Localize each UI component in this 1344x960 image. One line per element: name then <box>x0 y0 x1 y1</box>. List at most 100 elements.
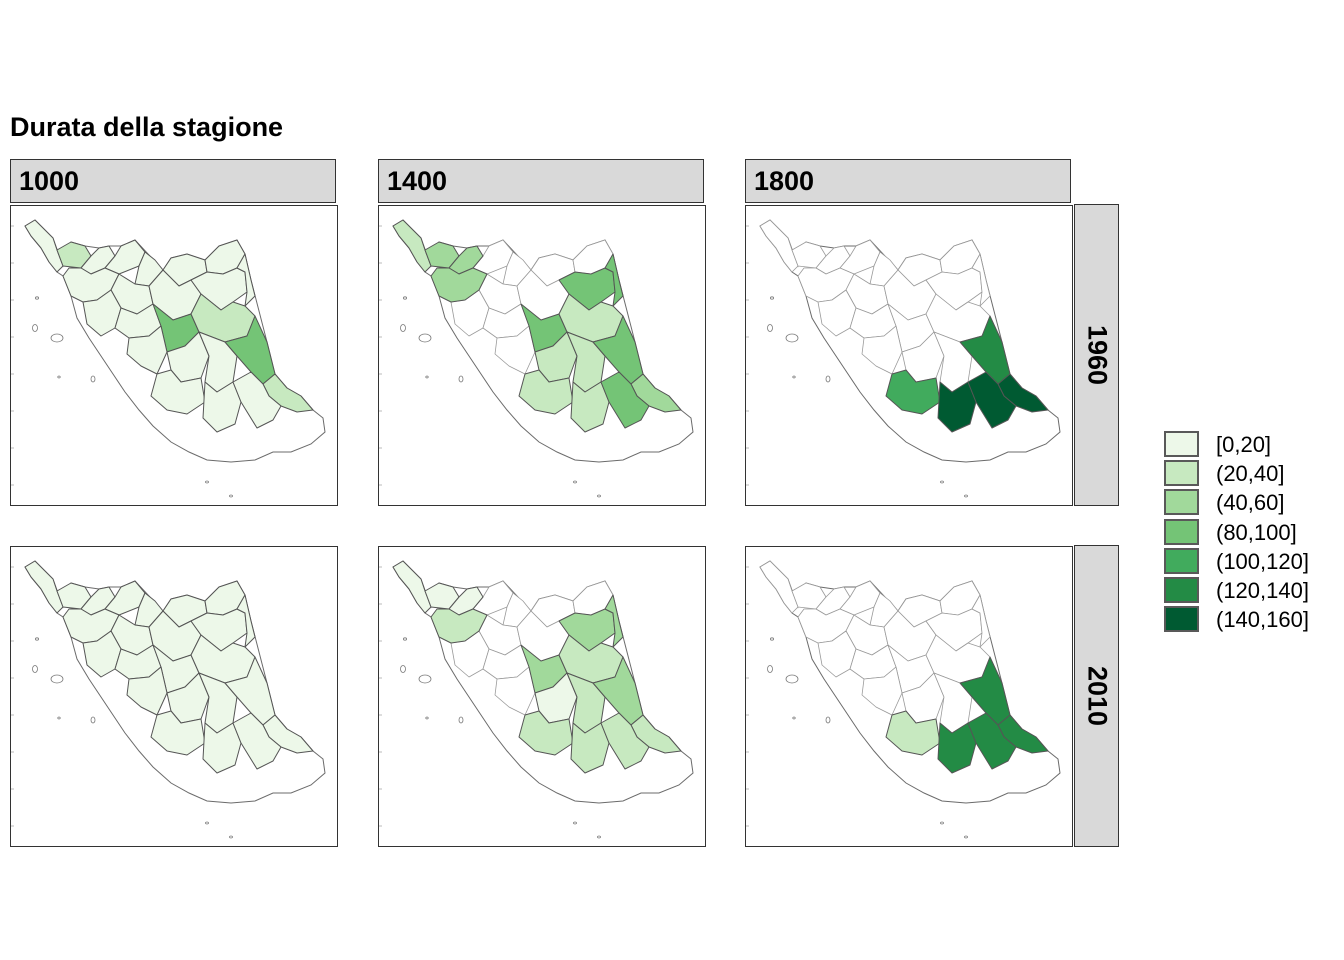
island-shape <box>767 665 773 673</box>
province-area <box>967 371 1017 429</box>
island-shape <box>425 716 429 720</box>
province-area <box>600 712 650 770</box>
province-area <box>604 594 624 648</box>
legend-swatch <box>1164 577 1199 603</box>
province-area <box>925 608 983 652</box>
facet-strip-row-1: 1960 <box>1074 204 1119 506</box>
province-area <box>839 580 881 616</box>
island-shape <box>785 674 799 684</box>
island-shape <box>402 296 407 300</box>
chart-title: Durata della stagione <box>10 112 284 142</box>
province-area <box>232 371 282 429</box>
province-area <box>971 253 991 307</box>
province-area <box>937 381 977 433</box>
province-area <box>190 608 248 652</box>
choropleth-map <box>11 219 326 498</box>
island-shape <box>205 480 209 484</box>
island-shape <box>573 821 577 825</box>
province-area <box>570 381 610 433</box>
province-area <box>190 267 248 311</box>
province-area <box>24 219 64 273</box>
province-area <box>759 219 799 273</box>
legend-item: (20,40] <box>1164 460 1344 488</box>
island-shape <box>34 296 39 300</box>
legend-swatch <box>1164 519 1199 545</box>
legend-item: (140,160] <box>1164 606 1344 634</box>
legend-swatch <box>1164 460 1199 486</box>
province-area <box>126 666 168 716</box>
province-area <box>861 666 903 716</box>
map-panel-1400-2010 <box>378 546 706 847</box>
facet-strip-row-2: 2010 <box>1074 545 1119 847</box>
choropleth-map <box>746 219 1061 498</box>
legend-swatch <box>1164 606 1199 632</box>
island-shape <box>769 296 774 300</box>
choropleth-map <box>379 219 694 498</box>
island-shape <box>792 716 796 720</box>
island-shape <box>940 480 944 484</box>
province-area <box>104 239 146 275</box>
province-area <box>570 722 610 774</box>
facet-strip-col-2: 1400 <box>378 159 704 203</box>
province-area <box>202 381 242 433</box>
province-area <box>971 594 991 648</box>
legend-label: (140,160] <box>1216 607 1309 632</box>
legend-swatch <box>1164 489 1199 515</box>
island-shape <box>458 716 464 724</box>
province-area <box>604 253 624 307</box>
province-area <box>494 325 536 375</box>
province-area <box>430 267 488 303</box>
island-shape <box>57 716 61 720</box>
choropleth-map <box>746 560 1061 839</box>
island-shape <box>940 821 944 825</box>
province-area <box>104 580 146 616</box>
map-panel-1800-2010 <box>745 546 1073 847</box>
province-area <box>839 239 881 275</box>
province-area <box>967 712 1017 770</box>
province-area <box>236 253 256 307</box>
island-shape <box>769 637 774 641</box>
island-shape <box>418 674 432 684</box>
island-shape <box>964 494 968 498</box>
island-shape <box>32 665 38 673</box>
legend-swatch <box>1164 548 1199 574</box>
legend-item: (40,60] <box>1164 489 1344 517</box>
legend-item: [0,20] <box>1164 431 1344 459</box>
island-shape <box>792 375 796 379</box>
legend-label: (120,140] <box>1216 578 1309 603</box>
legend-label: (20,40] <box>1216 461 1285 486</box>
legend-label: (100,120] <box>1216 549 1309 574</box>
province-area <box>558 267 616 311</box>
island-shape <box>90 375 96 383</box>
island-shape <box>50 674 64 684</box>
island-shape <box>825 716 831 724</box>
island-shape <box>34 637 39 641</box>
legend-swatch <box>1164 431 1199 457</box>
island-shape <box>597 494 601 498</box>
island-shape <box>964 835 968 839</box>
island-shape <box>400 324 406 332</box>
choropleth-map <box>379 560 694 839</box>
province-area <box>202 722 242 774</box>
facet-strip-col-1: 1000 <box>10 159 336 203</box>
legend-item: (80,100] <box>1164 519 1344 547</box>
choropleth-map <box>11 560 326 839</box>
island-shape <box>425 375 429 379</box>
province-area <box>126 325 168 375</box>
province-area <box>937 722 977 774</box>
legend-item: (100,120] <box>1164 548 1344 576</box>
province-area <box>558 608 616 652</box>
province-area <box>392 560 432 614</box>
map-panel-1800-1960 <box>745 205 1073 506</box>
province-area <box>759 560 799 614</box>
island-shape <box>785 333 799 343</box>
island-shape <box>402 637 407 641</box>
island-shape <box>90 716 96 724</box>
island-shape <box>229 494 233 498</box>
island-shape <box>573 480 577 484</box>
province-area <box>861 325 903 375</box>
island-shape <box>418 333 432 343</box>
province-area <box>430 608 488 644</box>
island-shape <box>458 375 464 383</box>
province-area <box>494 666 536 716</box>
